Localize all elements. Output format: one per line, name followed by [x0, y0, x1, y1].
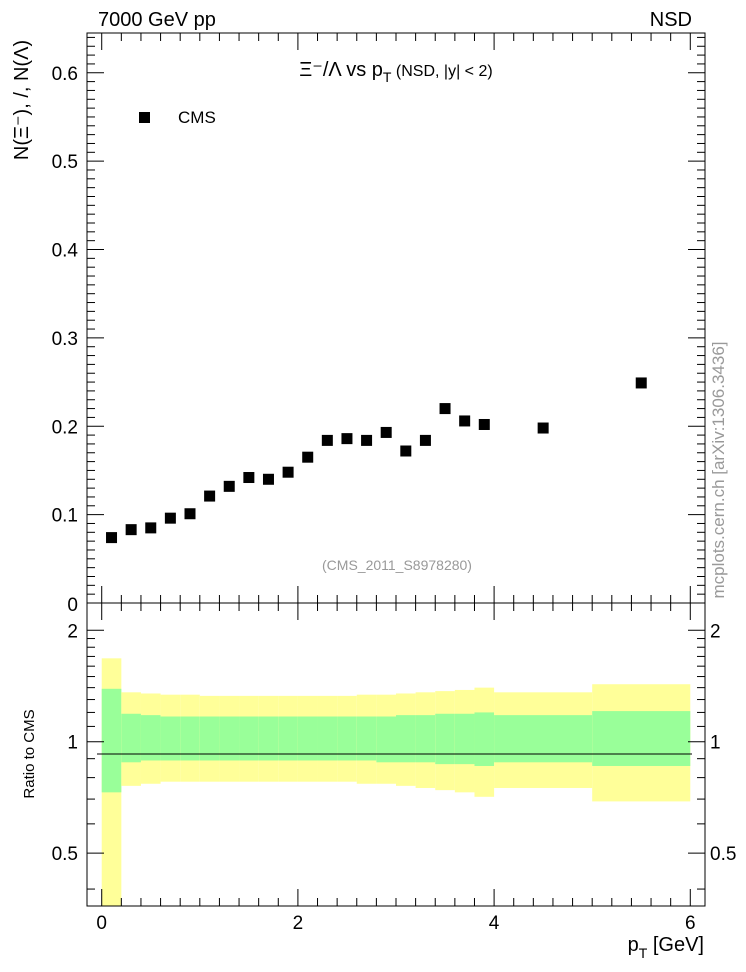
main-plot-panel: 0.1 0.2 0.3 0.4 0.5 0.6 0 Ξ⁻/Λ vs pT (NSD, |y…	[11, 32, 706, 616]
data-point	[537, 422, 549, 434]
data-point	[243, 472, 255, 484]
ratio-band-inner	[337, 716, 357, 761]
x-tick-label: 0	[96, 913, 107, 934]
header-right-label: NSD	[650, 9, 692, 31]
ratio-band-inner	[219, 716, 240, 761]
ratio-band-inner	[435, 713, 455, 765]
data-point	[321, 434, 333, 446]
ratio-band-inner	[474, 712, 495, 766]
ratio-band-inner	[199, 716, 220, 761]
ratio-y-tick-label-left: 2	[67, 621, 78, 642]
ratio-y-tick-label-left: 1	[67, 733, 78, 754]
main-y-tick-label: 0.4	[52, 241, 79, 262]
x-tick-label: 4	[489, 913, 500, 934]
main-y-tick-label: 0.2	[52, 417, 78, 438]
ratio-y-tick-label-right: 1	[710, 733, 721, 754]
ratio-y-axis-label: Ratio to CMS	[21, 709, 38, 798]
ratio-band-inner	[317, 716, 338, 761]
ratio-band-inner	[356, 716, 377, 761]
data-point	[282, 466, 294, 478]
plot-title-main: Ξ⁻/Λ vs p	[299, 59, 383, 81]
ratio-y-tick-labels-left: 0.5 1 2	[52, 621, 78, 865]
reference-id-label: (CMS_2011_S8978280)	[322, 557, 472, 573]
data-point	[184, 508, 196, 520]
main-y-tick-labels: 0.1 0.2 0.3 0.4 0.5 0.6	[52, 64, 79, 527]
ratio-band-inner	[239, 716, 259, 761]
ratio-band-inner	[140, 715, 161, 761]
x-tick-labels: 0 2 4 6	[96, 913, 695, 934]
ratio-band-inner	[297, 716, 318, 761]
data-point	[380, 426, 392, 438]
data-point	[302, 451, 314, 463]
ratio-band-inner	[376, 716, 396, 763]
ratio-y-tick-label-left: 0.5	[52, 844, 78, 865]
ratio-band-inner	[121, 713, 141, 763]
data-point	[459, 415, 471, 427]
ratio-band-inner	[454, 713, 475, 765]
x-axis-label-main: p	[628, 934, 639, 956]
data-point	[145, 522, 157, 534]
main-y-axis-label: N(Ξ⁻), /, N(Λ)	[11, 40, 33, 160]
data-points	[106, 377, 647, 544]
x-axis-label-sub: T	[639, 945, 648, 961]
ratio-y-tick-labels-right: 0.5 1 2	[710, 621, 736, 865]
ratio-band-inner	[258, 716, 279, 761]
x-axis-label-tail: [GeV]	[647, 934, 704, 956]
plot-title-sub: T	[383, 69, 392, 85]
data-point	[223, 480, 235, 492]
ratio-band-inner	[101, 688, 122, 793]
data-point	[361, 434, 373, 446]
main-y-tick-label: 0.3	[52, 329, 78, 350]
ratio-band-inner	[592, 711, 691, 766]
data-point	[635, 377, 647, 389]
main-y-ticks	[87, 33, 705, 604]
ratio-y-tick-label-right: 0.5	[710, 844, 736, 865]
main-y-tick-label: 0.5	[52, 152, 78, 173]
ratio-band-inner	[415, 715, 436, 763]
ratio-plot-panel: 0.5 1 2 0.5 1 2 0 2 4 6 Ratio to CMS pT [GeV]	[21, 602, 736, 961]
x-tick-label: 6	[685, 913, 696, 934]
x-tick-label: 2	[293, 913, 304, 934]
main-y-tick-label: 0.1	[52, 506, 78, 527]
ratio-y-tick-label-right: 2	[710, 621, 721, 642]
data-point	[125, 524, 137, 536]
header-left-label: 7000 GeV pp	[98, 9, 216, 31]
mcplots-source-label: mcplots.cern.ch [arXiv:1306.3436]	[709, 341, 728, 598]
main-y-bottom-label: 0	[67, 595, 78, 616]
ratio-uncertainty-bands	[101, 658, 691, 906]
ratio-band-inner	[160, 716, 181, 761]
legend-marker	[139, 112, 150, 123]
ratio-band-inner	[278, 716, 298, 761]
ratio-band-inner	[180, 716, 200, 761]
data-point	[164, 512, 176, 524]
x-axis-label: pT [GeV]	[628, 934, 704, 961]
data-point	[262, 473, 274, 485]
data-point	[106, 532, 118, 544]
data-point	[341, 433, 353, 445]
ratio-band-inner	[494, 715, 593, 763]
data-point	[439, 403, 451, 415]
data-point	[204, 490, 216, 502]
main-y-tick-label: 0.6	[52, 64, 78, 85]
data-point	[478, 418, 490, 430]
data-point	[400, 445, 412, 457]
plot-title-tail: (NSD, |y| < 2)	[391, 63, 492, 80]
ratio-axis-ticks	[87, 603, 705, 906]
data-point	[419, 434, 431, 446]
ratio-band-inner	[396, 715, 416, 763]
legend-label-cms: CMS	[178, 108, 216, 127]
plot-title: Ξ⁻/Λ vs pT (NSD, |y| < 2)	[299, 59, 492, 85]
